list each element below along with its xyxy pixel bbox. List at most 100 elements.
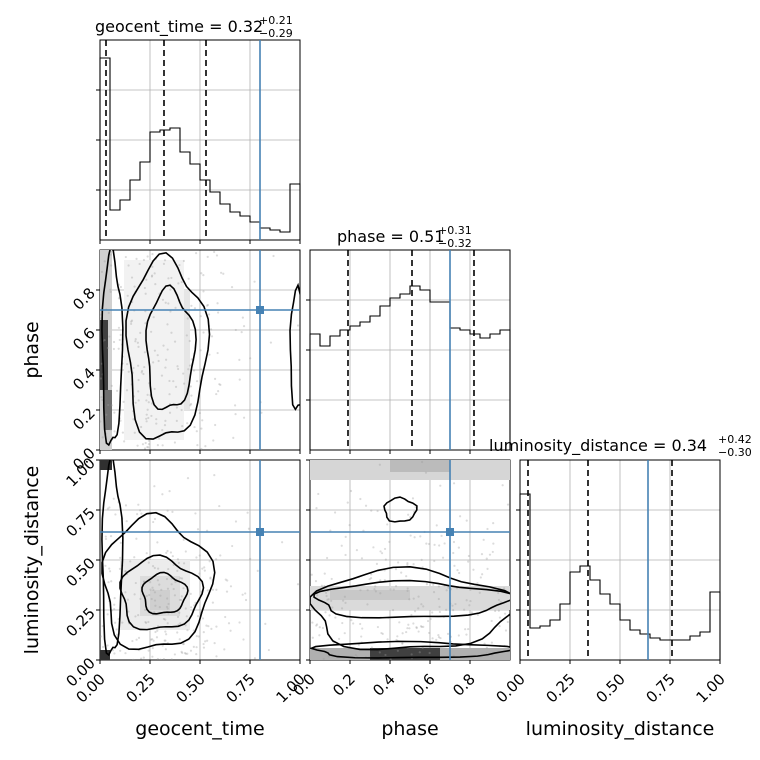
sample-point bbox=[121, 621, 124, 624]
sample-point bbox=[134, 615, 137, 618]
sample-point bbox=[253, 280, 256, 283]
x-tick-label-luminosity-distance: 0.25 bbox=[542, 670, 578, 706]
sample-point bbox=[152, 639, 155, 642]
sample-point bbox=[147, 443, 151, 446]
sample-point bbox=[376, 509, 379, 513]
sample-point bbox=[113, 603, 116, 606]
sample-point bbox=[374, 590, 377, 593]
sample-point bbox=[458, 571, 461, 575]
sample-point bbox=[486, 567, 489, 570]
sample-point bbox=[142, 258, 146, 262]
sample-point bbox=[439, 484, 442, 487]
sample-point bbox=[149, 581, 152, 584]
sample-point bbox=[375, 562, 379, 565]
sample-point bbox=[150, 330, 153, 333]
sample-point bbox=[222, 272, 225, 275]
sample-point bbox=[126, 598, 130, 601]
sample-point bbox=[196, 528, 200, 531]
sample-point bbox=[130, 319, 134, 322]
sample-point bbox=[173, 653, 176, 656]
sample-point bbox=[112, 497, 115, 500]
sample-point bbox=[232, 436, 235, 439]
sample-point bbox=[190, 304, 193, 307]
sample-point bbox=[176, 569, 179, 572]
sample-point bbox=[407, 513, 410, 516]
sample-point bbox=[454, 602, 457, 606]
sample-point bbox=[131, 639, 134, 643]
sample-point bbox=[200, 447, 203, 450]
sample-point bbox=[396, 649, 399, 652]
sample-point bbox=[317, 492, 320, 496]
xlabel-luminosity-distance: luminosity_distance bbox=[526, 718, 715, 740]
sample-point bbox=[485, 646, 488, 649]
sample-point bbox=[406, 587, 409, 590]
sample-point bbox=[217, 311, 220, 314]
sample-point bbox=[172, 587, 175, 591]
sample-point bbox=[355, 549, 359, 552]
sample-point bbox=[104, 535, 107, 538]
sample-point bbox=[134, 337, 137, 341]
ylabel-phase: phase bbox=[21, 321, 43, 378]
sample-point bbox=[452, 609, 455, 612]
sample-point bbox=[153, 387, 156, 391]
sample-point bbox=[465, 599, 468, 602]
sample-point bbox=[206, 639, 209, 642]
sample-point bbox=[238, 621, 241, 624]
sample-point bbox=[175, 406, 178, 409]
sample-point bbox=[405, 575, 408, 578]
sample-point bbox=[469, 599, 472, 603]
sample-point bbox=[241, 316, 244, 319]
sample-point bbox=[330, 577, 333, 581]
sample-point bbox=[143, 351, 146, 354]
sample-point bbox=[201, 567, 204, 570]
sample-point bbox=[206, 589, 209, 592]
sample-point bbox=[380, 631, 383, 635]
sample-point bbox=[373, 588, 376, 591]
sample-point bbox=[218, 504, 221, 508]
sample-point bbox=[242, 325, 246, 328]
sample-point bbox=[145, 278, 148, 281]
sample-point bbox=[331, 606, 334, 609]
sample-point bbox=[134, 340, 137, 343]
sample-point bbox=[327, 655, 330, 658]
density-luminosity-distance-vs-phase bbox=[310, 460, 510, 660]
sample-point bbox=[234, 328, 237, 332]
sample-point bbox=[359, 622, 362, 626]
sample-point bbox=[465, 519, 468, 522]
sample-point bbox=[419, 535, 422, 538]
sample-point bbox=[456, 569, 459, 572]
xlabel-geocent-time: geocent_time bbox=[135, 718, 264, 740]
sample-point bbox=[135, 638, 138, 641]
sample-point bbox=[408, 598, 411, 601]
sample-point bbox=[482, 538, 485, 541]
contour-line bbox=[141, 571, 189, 615]
sample-point bbox=[329, 529, 332, 532]
sample-point bbox=[202, 331, 205, 334]
sample-point bbox=[167, 602, 170, 606]
sample-point bbox=[311, 636, 314, 639]
sample-point bbox=[114, 621, 117, 624]
sample-point bbox=[323, 572, 326, 575]
sample-point bbox=[490, 641, 493, 644]
sample-point bbox=[148, 593, 151, 597]
sample-point bbox=[443, 542, 446, 545]
sample-point bbox=[194, 252, 198, 255]
sample-point bbox=[429, 617, 432, 621]
sample-point bbox=[267, 648, 270, 652]
title-luminosity-distance-sup: +0.42 bbox=[718, 433, 752, 446]
sample-point bbox=[162, 658, 166, 660]
sample-point bbox=[224, 578, 227, 581]
sample-point bbox=[424, 471, 428, 474]
sample-point bbox=[213, 250, 216, 254]
sample-point bbox=[219, 383, 222, 386]
sample-point bbox=[224, 615, 227, 619]
sample-point bbox=[203, 569, 206, 572]
sample-point bbox=[113, 607, 116, 611]
sample-point bbox=[175, 419, 178, 422]
sample-point bbox=[168, 379, 171, 383]
sample-point bbox=[437, 597, 440, 601]
sample-point bbox=[156, 444, 159, 447]
sample-point bbox=[117, 297, 121, 300]
sample-point bbox=[337, 637, 341, 640]
sample-point bbox=[164, 366, 167, 369]
